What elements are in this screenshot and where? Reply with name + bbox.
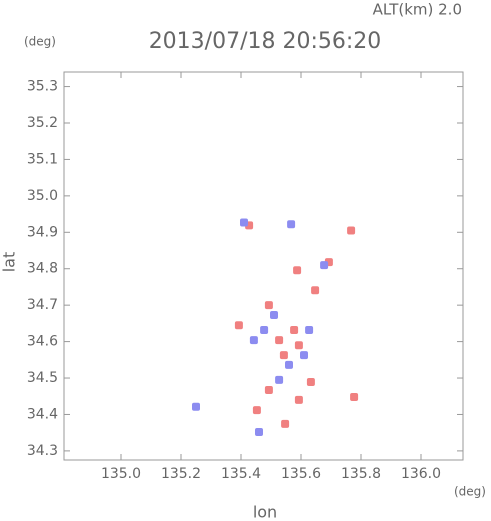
radar-echo [192,402,200,411]
radar-echo [279,351,288,360]
x-tick-label: 135.6 [281,466,321,482]
radar-echo [320,261,329,270]
radar-echo [290,325,299,334]
y-tick-label: 34.6 [27,334,58,350]
y-unit: (deg) [24,35,56,49]
radar-echo [234,321,243,330]
x-tick-label: 135.4 [221,466,261,482]
y-tick-label: 35.3 [27,79,58,95]
x-tick-label: 135.8 [341,466,381,482]
subtitle: ALT(km) 2.0 [373,1,462,19]
radar-echo [311,286,320,295]
y-tick-label: 34.4 [27,406,58,422]
radar-echo [305,325,314,334]
y-tick-label: 35.1 [27,151,58,167]
y-tick-label: 35.0 [27,188,58,204]
x-tick-label: 135.2 [161,466,201,482]
y-axis-label: lat [0,252,19,273]
y-tick-label: 34.8 [27,261,58,277]
radar-echo [249,336,258,345]
radar-echo [275,336,284,345]
radar-echo [264,301,273,310]
radar-echo [350,392,359,401]
y-tick-label: 34.7 [27,297,58,313]
x-tick-label: 136.0 [401,466,441,482]
y-tick-label: 34.5 [27,370,58,386]
radar-echo [294,341,303,350]
radar-echo [294,395,303,404]
y-tick-label: 34.3 [27,443,58,459]
y-tick-label: 35.2 [27,115,58,131]
x-unit: (deg) [454,485,486,499]
radar-echo [281,419,290,428]
radar-echo [264,386,273,395]
chart-title: 2013/07/18 20:56:20 [149,29,382,54]
radar-echo [270,311,278,320]
radar-echo [255,427,263,436]
radar-echo [300,351,308,360]
x-axis-label: lon [253,503,277,521]
y-tick-label: 34.9 [27,224,58,240]
radar-echo [252,406,261,415]
radar-echo [240,218,248,227]
radar-echo [285,360,293,369]
radar-echo [287,220,296,229]
radar-echo [347,226,356,235]
x-tick-label: 135.0 [101,466,141,482]
radar-echo [275,375,284,384]
radar-echo [306,378,315,387]
radar-echo [260,325,269,334]
radar-echo [293,266,302,275]
plot-frame [63,71,464,461]
